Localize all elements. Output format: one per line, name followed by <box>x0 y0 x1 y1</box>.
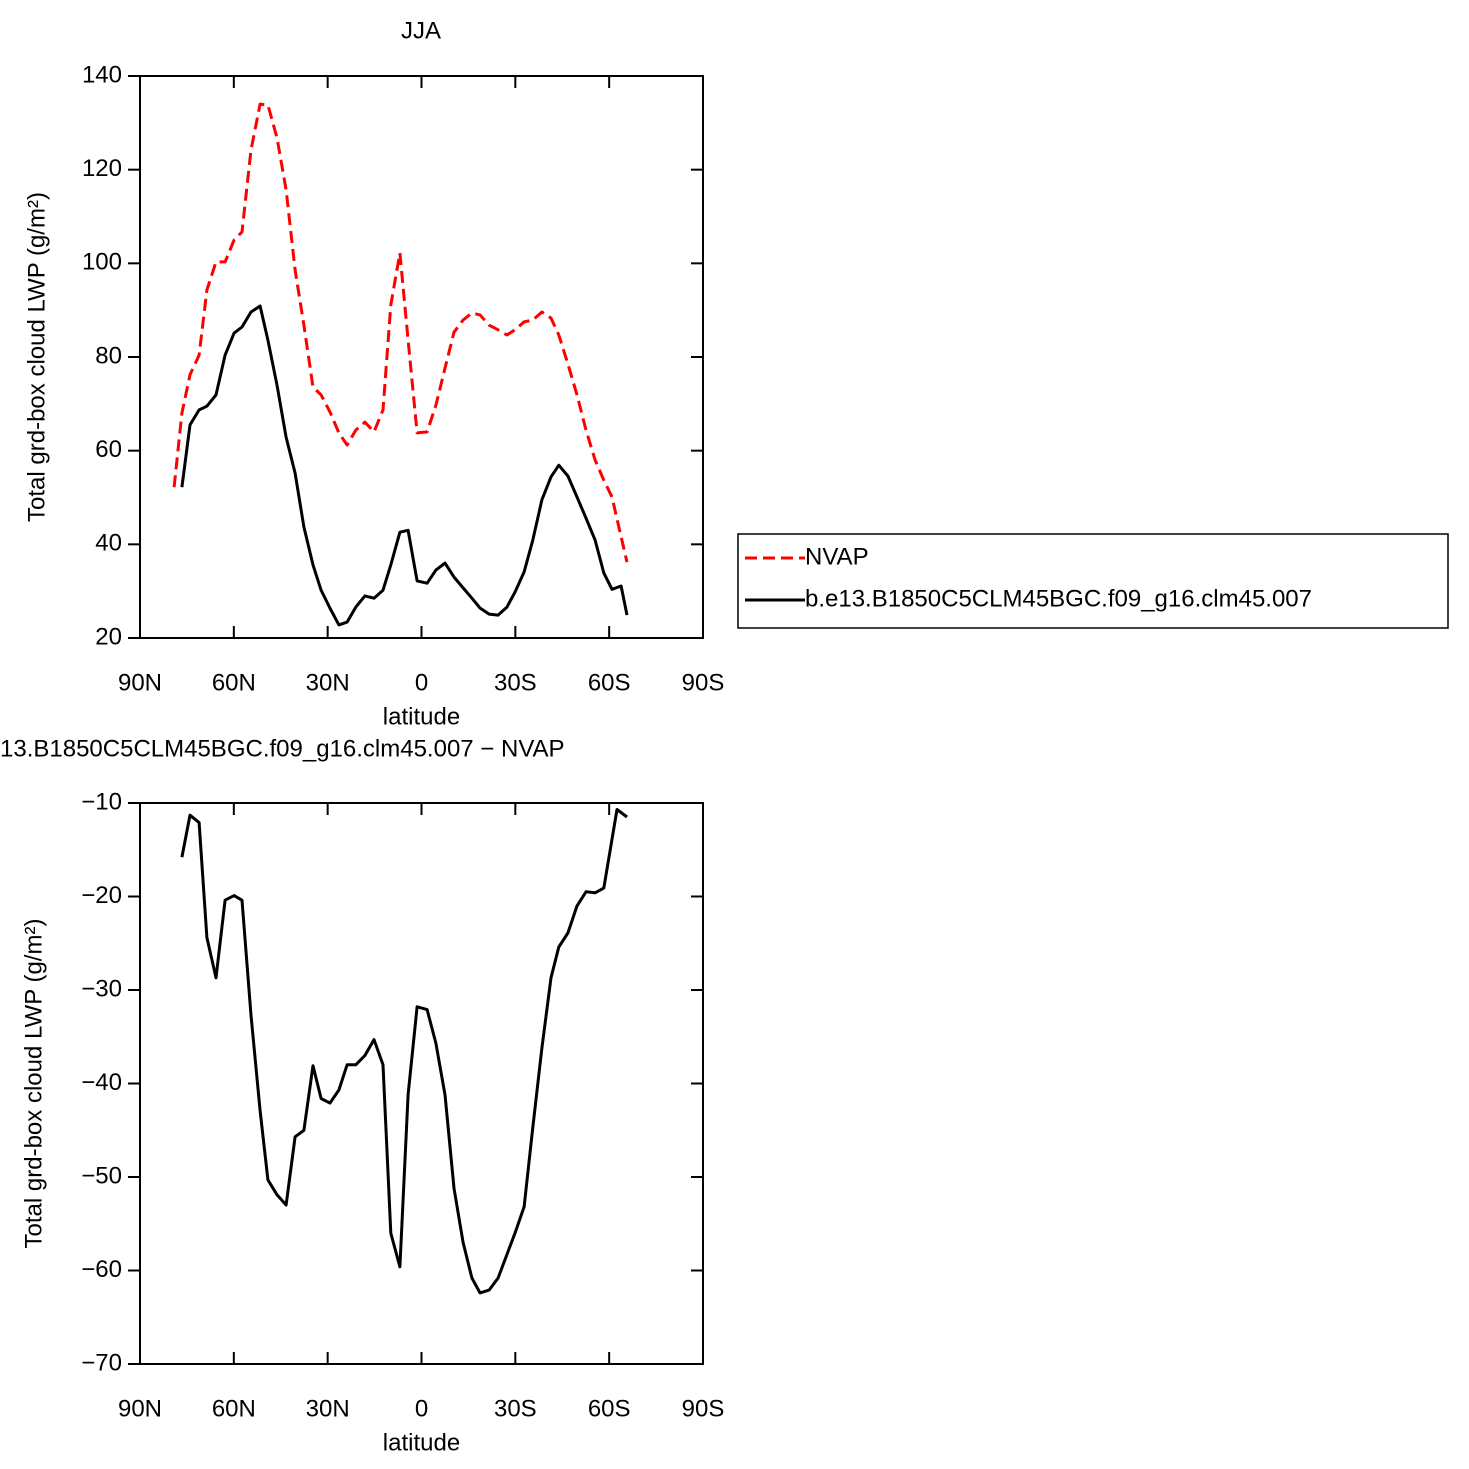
y-tick-label: 40 <box>95 530 122 557</box>
y-axis-label: Total grd-box cloud LWP (g/m²) <box>20 919 47 1249</box>
y-tick-label: −20 <box>81 882 122 909</box>
x-axis-label: latitude <box>383 1429 460 1456</box>
y-axis-label: Total grd-box cloud LWP (g/m²) <box>23 192 50 522</box>
legend-label: NVAP <box>805 543 869 570</box>
x-tick-label: 90S <box>682 1395 725 1422</box>
y-tick-label: −40 <box>81 1069 122 1096</box>
legend-label: b.e13.B1850C5CLM45BGC.f09_g16.clm45.007 <box>805 585 1312 612</box>
x-axis-label: latitude <box>383 703 460 730</box>
y-tick-label: 100 <box>82 249 122 276</box>
x-tick-label: 30N <box>306 1395 350 1422</box>
x-tick-label: 60N <box>212 669 256 696</box>
y-tick-label: 60 <box>95 436 122 463</box>
x-tick-label: 0 <box>415 669 428 696</box>
x-tick-label: 90S <box>682 669 725 696</box>
legend: NVAP b.e13.B1850C5CLM45BGC.f09_g16.clm45.… <box>737 533 1449 629</box>
x-tick-label: 60S <box>588 1395 631 1422</box>
y-tick-label: −10 <box>81 788 122 815</box>
y-tick-label: −30 <box>81 975 122 1002</box>
data-line <box>180 808 628 1295</box>
y-tick-label: 80 <box>95 342 122 369</box>
data-line <box>172 102 629 563</box>
x-tick-label: 30S <box>494 669 537 696</box>
y-tick-label: 120 <box>82 155 122 182</box>
plot-frame <box>139 75 704 639</box>
y-tick-label: 140 <box>82 61 122 88</box>
x-tick-label: 60S <box>588 669 631 696</box>
x-tick-label: 90N <box>118 1395 162 1422</box>
x-tick-label: 90N <box>118 669 162 696</box>
y-tick-label: −50 <box>81 1162 122 1189</box>
y-tick-label: −70 <box>81 1349 122 1376</box>
y-tick-label: −60 <box>81 1256 122 1283</box>
data-line <box>180 304 629 627</box>
chart-title: 13.B1850C5CLM45BGC.f09_g16.clm45.007 − N… <box>0 735 565 762</box>
legend-box <box>737 533 1449 629</box>
x-tick-label: 30N <box>306 669 350 696</box>
chart-title: JJA <box>401 17 441 44</box>
x-tick-label: 60N <box>212 1395 256 1422</box>
x-tick-label: 30S <box>494 1395 537 1422</box>
x-tick-label: 0 <box>415 1395 428 1422</box>
plot-frame <box>139 802 704 1365</box>
y-tick-label: 20 <box>95 623 122 650</box>
